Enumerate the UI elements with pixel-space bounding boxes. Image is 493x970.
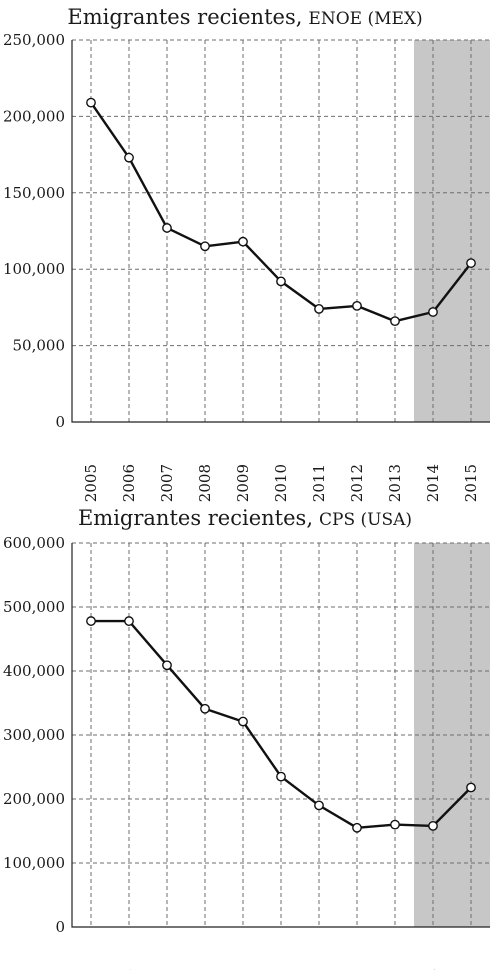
data-point [314, 800, 324, 811]
data-point [352, 822, 362, 833]
data-point [200, 241, 210, 252]
data-point [466, 258, 476, 268]
projection-shade [414, 40, 490, 422]
chart-title: Emigrantes recientes, ENOE (MEX) [67, 5, 422, 29]
chart-title: Emigrantes recientes, CPS (USA) [78, 506, 412, 530]
chart-enoe-mex: Emigrantes recientes, ENOE (MEX) 0 50,000 1… [3, 5, 490, 502]
y-tick-label: 400,000 [3, 662, 65, 680]
y-tick-label: 0 [55, 918, 65, 936]
y-tick-label: 500,000 [3, 598, 65, 616]
y-tick-label: 100,000 [3, 854, 65, 872]
data-point [124, 616, 134, 626]
x-tick-label: 2005 [82, 464, 100, 502]
x-tick-label: 2015 [462, 464, 480, 502]
data-point [352, 300, 362, 311]
y-tick-label: 50,000 [13, 337, 66, 355]
title-source: CPS (USA) [319, 510, 412, 530]
y-tick-label: 150,000 [3, 184, 65, 202]
title-main: Emigrantes recientes, [78, 506, 313, 530]
x-tick-label: 2013 [386, 464, 404, 502]
data-point [124, 152, 134, 163]
title-source: ENOE (MEX) [308, 9, 422, 29]
x-tick-label: 2014 [424, 464, 442, 502]
data-point [86, 616, 96, 626]
data-point [86, 97, 96, 108]
chart-cps-usa: Emigrantes recientes, CPS (USA) 0 100,000 2… [3, 506, 490, 970]
data-point [390, 316, 400, 327]
data-point [162, 660, 172, 671]
data-point [238, 716, 248, 727]
axis-frame [71, 543, 490, 928]
data-point [276, 276, 286, 287]
y-tick-label: 200,000 [3, 790, 65, 808]
y-tick-label: 300,000 [3, 726, 65, 744]
data-point [428, 820, 438, 831]
x-tick-label: 2006 [120, 464, 138, 502]
data-point [314, 304, 324, 314]
y-tick-label: 100,000 [3, 260, 65, 278]
x-tick-label: 2007 [158, 464, 176, 502]
x-tick-label: 2012 [348, 464, 366, 502]
y-tick-label: 600,000 [3, 534, 65, 552]
data-point [162, 223, 172, 233]
data-point [238, 236, 248, 247]
x-tick-label: 2011 [310, 464, 328, 502]
axis-frame [71, 40, 490, 423]
y-tick-label: 250,000 [3, 31, 65, 49]
data-point [390, 819, 400, 830]
y-tick-label: 0 [55, 413, 65, 431]
title-main: Emigrantes recientes, [67, 5, 302, 29]
data-point [200, 703, 210, 714]
data-point [466, 782, 476, 793]
x-tick-label: 2008 [196, 464, 214, 502]
x-tick-label: 2010 [272, 464, 290, 502]
y-tick-label: 200,000 [3, 107, 65, 125]
x-tick-label: 2009 [234, 464, 252, 502]
data-point [276, 771, 286, 782]
data-point [428, 307, 438, 317]
